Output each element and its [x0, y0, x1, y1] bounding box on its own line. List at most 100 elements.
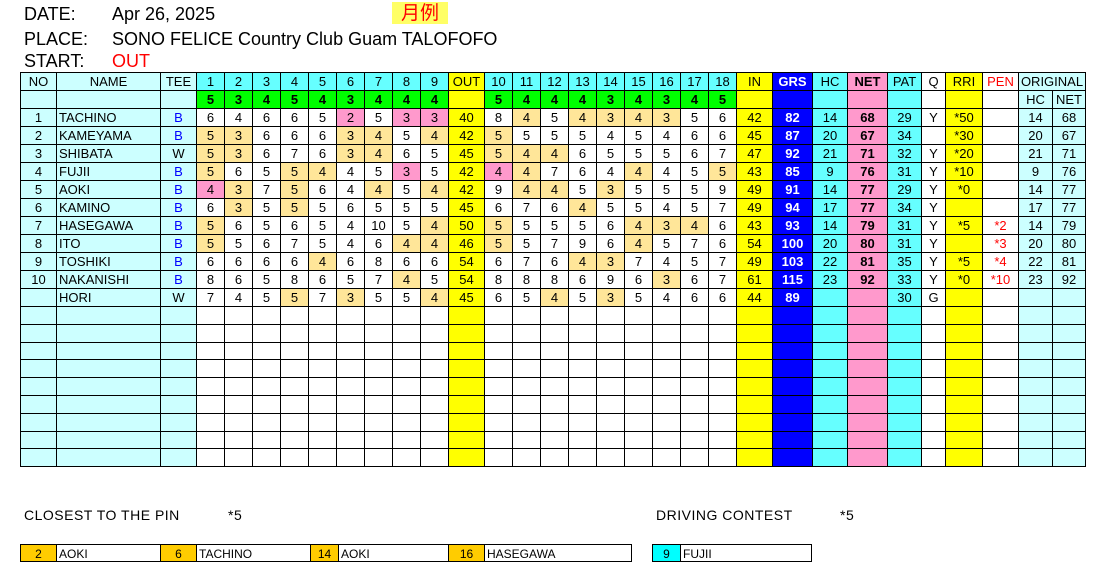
empty-cell — [624, 306, 653, 325]
empty-cell — [772, 306, 813, 325]
empty-cell — [196, 394, 225, 414]
start-value: OUT — [112, 51, 150, 71]
score-hole-16: 5 — [652, 180, 681, 199]
empty-cell — [652, 323, 681, 343]
player-tee: B — [160, 234, 197, 253]
par-hole-17: 4 — [680, 90, 709, 109]
empty-cell — [945, 394, 983, 414]
empty-cell — [392, 394, 421, 414]
score-hole-6: 6 — [336, 198, 365, 217]
player-no: 10 — [20, 270, 57, 289]
empty-cell — [160, 323, 197, 343]
empty-cell — [1018, 394, 1053, 414]
empty-cell — [624, 341, 653, 361]
par-hole-2: 3 — [224, 90, 253, 109]
hole-header-13: 13 — [568, 72, 597, 91]
empty-cell — [364, 412, 393, 432]
score-hole-13: 5 — [568, 180, 597, 199]
empty-cell — [708, 394, 737, 414]
player-row: 8 ITO B 5 5 6 7 5 4 6 4 4 46 5 5 7 9 6 4 5 7 6 54 100 20 80 31 Y *3 2… — [20, 234, 1086, 253]
net-score: 77 — [847, 198, 888, 217]
handicap — [812, 288, 848, 307]
score-hole-12: 5 — [540, 108, 569, 127]
net-score: 81 — [847, 252, 888, 271]
empty-cell — [624, 412, 653, 432]
empty-cell — [847, 341, 888, 361]
score-hole-14: 5 — [596, 198, 625, 217]
score-hole-6: 4 — [336, 216, 365, 235]
empty-cell — [160, 359, 197, 379]
closest-hole-number: 14 — [310, 544, 339, 562]
original-net — [1052, 288, 1086, 307]
handicap: 20 — [812, 126, 848, 145]
header-row: NO NAME TEE 1 2 3 4 5 6 7 8 9 OUT 10 11 12 13 14 15 16 17 18 I… — [20, 72, 1086, 91]
empty-cell — [56, 430, 161, 450]
original-hc: 14 — [1018, 216, 1053, 235]
hole-header-11: 11 — [512, 72, 541, 91]
q-flag: Y — [921, 252, 946, 271]
empty-cell — [252, 430, 281, 450]
player-name: TOSHIKI — [56, 252, 161, 271]
empty-cell — [921, 377, 946, 396]
player-row: 3 SHIBATA W 5 3 6 7 6 3 4 6 5 45 5 4 4 6 5 5 5 6 7 47 92 21 71 32 Y… — [20, 144, 1086, 163]
empty-cell — [624, 430, 653, 450]
empty-cell — [252, 448, 281, 468]
score-hole-11: 4 — [512, 162, 541, 181]
empty-cell — [568, 430, 597, 450]
score-hole-1: 7 — [196, 288, 225, 307]
q-flag: Y — [921, 270, 946, 289]
par-hole-16: 3 — [652, 90, 681, 109]
player-tee: B — [160, 162, 197, 181]
empty-cell — [624, 394, 653, 414]
empty-cell — [708, 341, 737, 361]
original-hc: 21 — [1018, 144, 1053, 163]
empty-cell — [982, 306, 1019, 325]
empty-cell — [252, 323, 281, 343]
empty-cell — [736, 377, 773, 396]
empty-cell — [812, 377, 848, 396]
score-hole-4: 6 — [280, 252, 309, 271]
empty-cell — [1018, 341, 1053, 361]
start-label: START: — [24, 51, 85, 71]
score-hole-7: 5 — [364, 198, 393, 217]
score-hole-16: 3 — [652, 270, 681, 289]
penalty: *2 — [982, 216, 1019, 235]
original-net: 79 — [1052, 216, 1086, 235]
empty-cell — [652, 394, 681, 414]
player-no: 5 — [20, 180, 57, 199]
score-hole-1: 5 — [196, 234, 225, 253]
empty-cell — [772, 341, 813, 361]
empty-cell — [512, 323, 541, 343]
score-hole-6: 4 — [336, 180, 365, 199]
score-hole-8: 4 — [392, 270, 421, 289]
empty-cell — [20, 341, 57, 361]
score-hole-11: 4 — [512, 144, 541, 163]
empty-cell — [812, 306, 848, 325]
empty-cell — [945, 323, 983, 343]
closest-winner-name: HASEGAWA — [484, 544, 632, 562]
out-total: 42 — [448, 180, 485, 199]
score-hole-2: 3 — [224, 144, 253, 163]
original-net: 71 — [1052, 144, 1086, 163]
score-hole-17: 5 — [680, 198, 709, 217]
par-net — [847, 90, 888, 109]
score-hole-5: 6 — [308, 144, 337, 163]
empty-cell — [736, 341, 773, 361]
col-in-header: IN — [736, 72, 773, 91]
score-hole-7: 6 — [364, 234, 393, 253]
empty-cell — [568, 448, 597, 468]
q-flag: Y — [921, 216, 946, 235]
par-q — [921, 90, 946, 109]
in-total: 47 — [736, 144, 773, 163]
empty-cell — [736, 323, 773, 343]
par-hc — [812, 90, 848, 109]
q-flag: Y — [921, 234, 946, 253]
empty-cell — [280, 377, 309, 396]
rri-value: *5 — [945, 216, 983, 235]
par-hole-11: 4 — [512, 90, 541, 109]
in-total: 49 — [736, 252, 773, 271]
score-hole-6: 4 — [336, 162, 365, 181]
q-flag: Y — [921, 198, 946, 217]
hole-header-16: 16 — [652, 72, 681, 91]
empty-cell — [308, 412, 337, 432]
